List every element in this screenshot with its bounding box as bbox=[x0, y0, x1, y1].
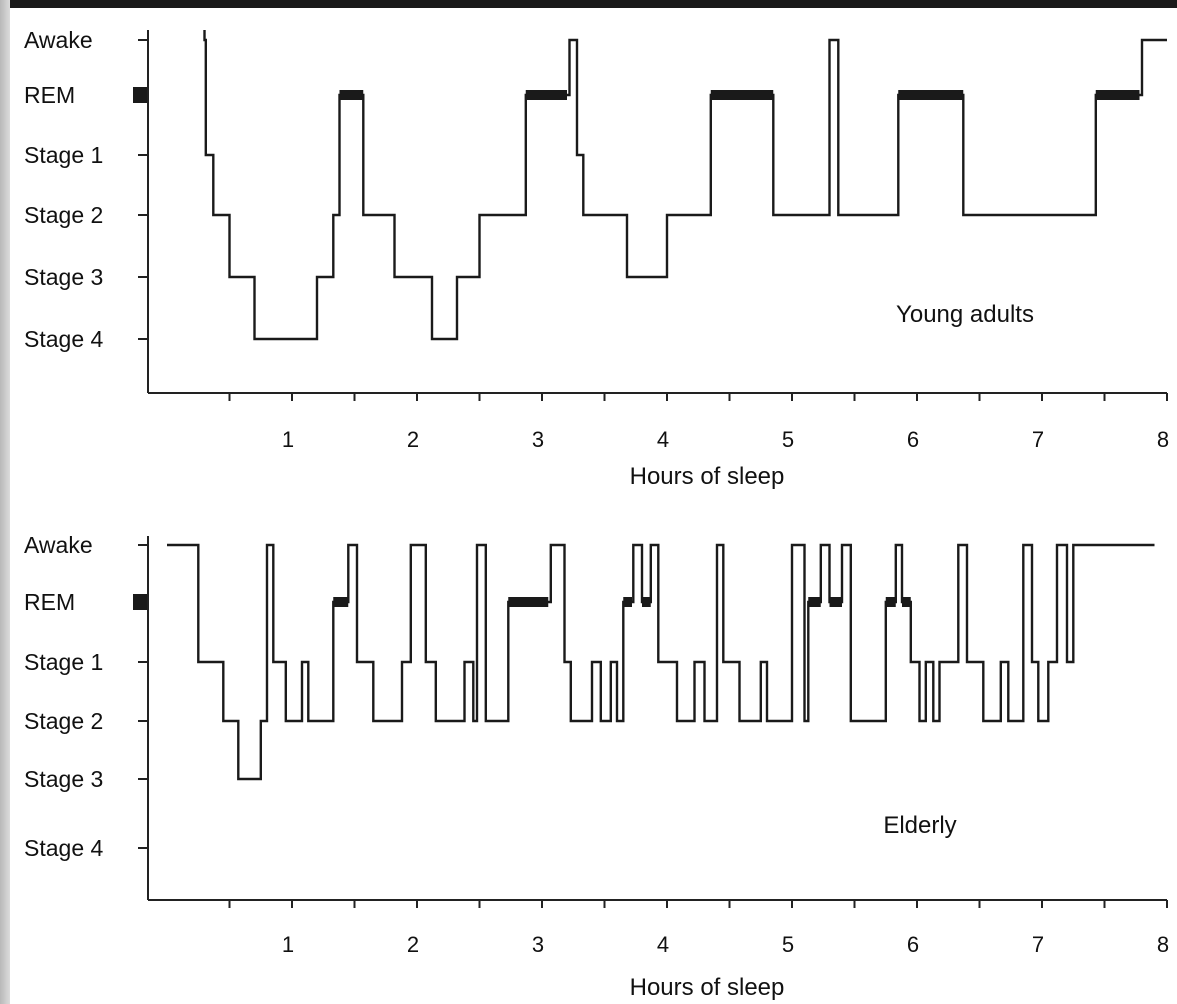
elderly-x-tick-label: 8 bbox=[1157, 932, 1169, 957]
elderly-rem-period bbox=[902, 597, 911, 607]
elderly-y-label-stage-4: Stage 4 bbox=[24, 835, 103, 861]
young-x-tick-label: 3 bbox=[532, 427, 544, 452]
young-x-tick-label: 4 bbox=[657, 427, 669, 452]
young-x-axis-label: Hours of sleep bbox=[630, 463, 785, 490]
elderly-x-tick-label: 3 bbox=[532, 932, 544, 957]
young-x-tick-label: 6 bbox=[907, 427, 919, 452]
elderly-y-label-rem: REM bbox=[24, 589, 75, 615]
young-annotation: Young adults bbox=[896, 301, 1034, 328]
elderly-rem-period bbox=[623, 597, 632, 607]
elderly-rem-period bbox=[333, 597, 349, 607]
elderly-x-tick-label: 1 bbox=[282, 932, 294, 957]
elderly-x-tick-label: 5 bbox=[782, 932, 794, 957]
elderly-x-tick-label: 2 bbox=[407, 932, 419, 957]
young-rem-period bbox=[339, 90, 364, 100]
young-y-label-stage-4: Stage 4 bbox=[24, 326, 103, 352]
young-y-label-rem: REM bbox=[24, 82, 75, 108]
young-rem-period bbox=[1095, 90, 1140, 100]
elderly-x-tick-label: 7 bbox=[1032, 932, 1044, 957]
elderly-y-label-stage-3: Stage 3 bbox=[24, 766, 103, 792]
young-rem-period bbox=[898, 90, 964, 100]
young-x-tick-label: 1 bbox=[282, 427, 294, 452]
young-rem-period bbox=[525, 90, 567, 100]
elderly-y-label-stage-1: Stage 1 bbox=[24, 649, 103, 675]
elderly-x-tick-label: 4 bbox=[657, 932, 669, 957]
elderly-rem-period bbox=[508, 597, 549, 607]
young-x-tick-label: 8 bbox=[1157, 427, 1169, 452]
young-rem-marker bbox=[133, 87, 147, 103]
young-x-tick-label: 2 bbox=[407, 427, 419, 452]
elderly-x-tick-label: 6 bbox=[907, 932, 919, 957]
elderly-y-label-stage-2: Stage 2 bbox=[24, 708, 103, 734]
top-edge-strip bbox=[10, 0, 1177, 8]
elderly-hypnogram-line bbox=[167, 543, 1155, 781]
young-x-tick-label: 5 bbox=[782, 427, 794, 452]
young-rem-period bbox=[710, 90, 774, 100]
elderly-annotation: Elderly bbox=[883, 812, 956, 839]
elderly-x-axis-label: Hours of sleep bbox=[630, 974, 785, 1001]
young-y-label-stage-1: Stage 1 bbox=[24, 142, 103, 168]
elderly-rem-period bbox=[885, 597, 896, 607]
elderly-rem-marker bbox=[133, 594, 147, 610]
elderly-rem-period bbox=[829, 597, 842, 607]
young-hypnogram-line bbox=[203, 30, 1167, 341]
young-y-label-stage-2: Stage 2 bbox=[24, 202, 103, 228]
elderly-rem-period bbox=[642, 597, 651, 607]
elderly-rem-period bbox=[808, 597, 821, 607]
elderly-y-label-awake: Awake bbox=[24, 532, 93, 558]
young-x-tick-label: 7 bbox=[1032, 427, 1044, 452]
young-y-label-stage-3: Stage 3 bbox=[24, 264, 103, 290]
young-y-label-awake: Awake bbox=[24, 27, 93, 53]
left-edge-strip bbox=[0, 0, 10, 1004]
